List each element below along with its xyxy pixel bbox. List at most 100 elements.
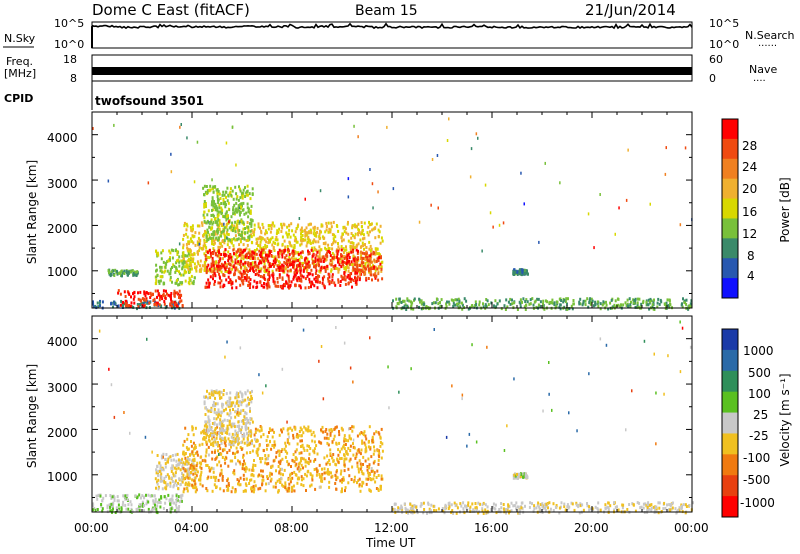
range-time-cell: [515, 476, 517, 480]
range-time-cell: [264, 256, 267, 260]
range-time-cell: [159, 275, 162, 279]
range-time-cell: [230, 193, 233, 197]
range-time-cell: [648, 503, 651, 507]
range-time-cell: [230, 425, 233, 429]
range-time-cell: [310, 483, 313, 487]
range-time-cell: [617, 303, 620, 307]
range-time-cell: [205, 450, 208, 454]
range-time-cell: [245, 484, 248, 487]
range-time-cell: [156, 251, 159, 255]
range-time-cell: [290, 244, 293, 248]
range-time-cell: [149, 291, 152, 295]
range-time-cell: [251, 255, 254, 259]
range-time-cell: [365, 267, 367, 271]
range-time-cell: [375, 248, 378, 252]
range-time-cell: [191, 428, 194, 432]
range-time-cell: [335, 249, 338, 253]
range-time-cell: [161, 297, 164, 301]
range-time-cell: [299, 439, 302, 443]
range-time-cell: [363, 247, 365, 251]
range-time-cell: [628, 503, 631, 506]
range-time-cell: [320, 265, 323, 269]
range-time-cell: [137, 305, 140, 309]
range-time-cell: [462, 507, 465, 511]
range-time-cell: [545, 504, 548, 508]
range-time-cell: [292, 249, 295, 253]
range-time-cell: [174, 281, 177, 285]
range-time-cell: [494, 503, 497, 507]
range-time-cell: [471, 509, 474, 513]
range-time-cell: [239, 250, 242, 254]
range-time-cell: [170, 466, 173, 470]
range-time-cell: [246, 276, 248, 280]
range-time-cell: [651, 303, 654, 307]
range-time-cell: [101, 509, 104, 513]
range-time-cell: [96, 301, 99, 305]
range-time-cell: [242, 419, 245, 422]
range-time-cell: [247, 235, 250, 239]
range-time-cell: [198, 231, 201, 235]
range-time-cell: [372, 477, 375, 481]
range-time-cell: [215, 417, 218, 421]
range-time-cell: [278, 449, 281, 453]
range-time-cell: [653, 298, 655, 302]
range-time-cell: [547, 506, 549, 510]
range-time-cell: [178, 460, 181, 464]
range-time-cell: [309, 239, 312, 243]
range-time-cell: [267, 224, 270, 227]
range-time-cell: [249, 268, 251, 272]
range-time-cell: [310, 248, 313, 252]
range-time-cell: [232, 212, 235, 216]
range-time-cell: [163, 480, 166, 484]
range-time-cell: [122, 500, 125, 504]
range-time-cell: [317, 240, 320, 244]
range-time-cell: [592, 304, 595, 308]
sparse-echo-cell: [349, 366, 352, 370]
range-time-cell: [316, 452, 319, 456]
range-time-cell: [298, 469, 301, 473]
sparse-echo-cell: [679, 223, 682, 227]
range-time-cell: [357, 242, 360, 246]
range-time-cell: [182, 262, 185, 266]
range-time-cell: [647, 303, 650, 307]
range-time-cell: [321, 425, 324, 429]
range-time-cell: [367, 445, 370, 449]
range-time-cell: [526, 300, 529, 304]
range-time-cell: [398, 300, 401, 304]
power-ytick-2000: 2000: [47, 222, 78, 236]
range-time-cell: [181, 480, 184, 484]
range-time-cell: [529, 302, 532, 306]
range-time-cell: [209, 227, 212, 231]
range-time-cell: [187, 467, 190, 471]
range-time-cell: [160, 294, 163, 298]
power-cbar-tick-20: 20: [742, 182, 757, 196]
range-time-cell: [367, 264, 369, 268]
range-time-cell: [230, 255, 232, 259]
range-time-cell: [165, 262, 168, 266]
range-time-cell: [260, 284, 263, 288]
range-time-cell: [336, 458, 339, 462]
range-time-cell: [343, 230, 346, 234]
range-time-cell: [191, 224, 194, 228]
range-time-cell: [246, 243, 249, 247]
range-time-cell: [214, 262, 217, 266]
range-time-cell: [351, 241, 354, 245]
range-time-cell: [373, 473, 376, 477]
power-ytick-4000: 4000: [47, 131, 78, 145]
sparse-echo-cell: [618, 206, 620, 210]
range-time-cell: [415, 505, 418, 509]
range-time-cell: [368, 463, 371, 467]
range-time-cell: [531, 297, 534, 301]
sparse-echo-cell: [198, 242, 200, 246]
range-time-cell: [231, 260, 234, 264]
range-time-cell: [365, 250, 368, 254]
range-time-cell: [211, 187, 214, 191]
range-time-cell: [97, 493, 100, 497]
range-time-cell: [448, 502, 451, 506]
range-time-cell: [229, 238, 232, 242]
range-time-cell: [260, 267, 263, 271]
range-time-cell: [250, 235, 253, 239]
range-time-cell: [345, 255, 348, 259]
range-time-cell: [535, 305, 538, 309]
range-time-cell: [220, 266, 223, 270]
